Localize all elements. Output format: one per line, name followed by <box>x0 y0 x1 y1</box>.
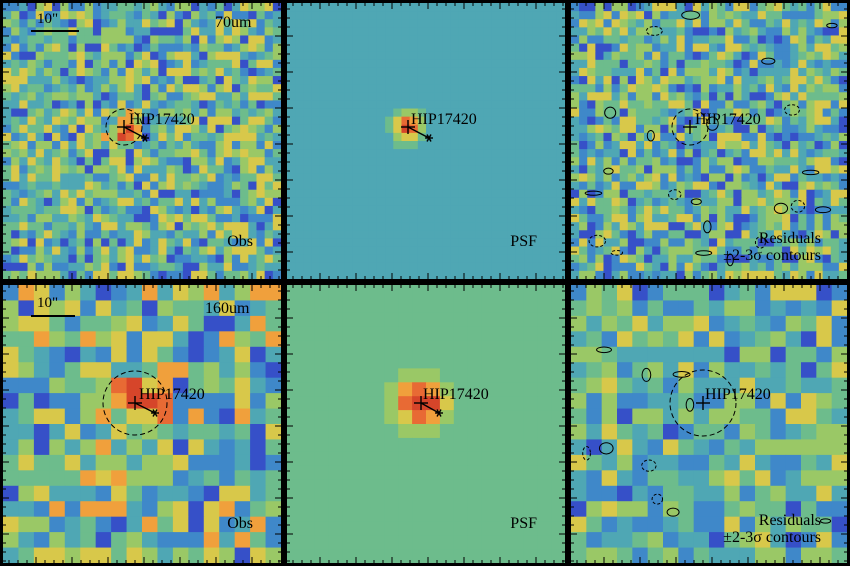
axis-ticks <box>287 285 565 563</box>
panel-70um-residuals: HIP17420 Residuals ±2-3σ contours <box>568 0 850 282</box>
pixel-grid <box>3 285 281 563</box>
map-70um-obs <box>3 3 281 279</box>
star-marker <box>141 134 149 142</box>
band-label: 70um <box>215 14 252 31</box>
caption-line: Obs <box>227 233 253 251</box>
plus-marker <box>414 396 428 410</box>
pixel-grid <box>3 3 281 279</box>
map-160um-obs <box>3 285 281 563</box>
target-label: HIP17420 <box>695 111 761 128</box>
target-label: HIP17420 <box>411 111 477 128</box>
band-label: 160um <box>205 300 250 317</box>
panel-caption: Residuals ±2-3σ contours <box>723 513 821 547</box>
target-label: HIP17420 <box>705 386 771 403</box>
offset-line <box>123 126 146 139</box>
target-label: HIP17420 <box>139 386 205 403</box>
axis-ticks <box>3 3 281 279</box>
caption-line: Residuals <box>758 512 821 530</box>
caption-line: Residuals <box>758 230 821 248</box>
aperture-circle <box>669 369 737 437</box>
scale-label: 10" <box>37 295 59 311</box>
caption-line: ±2-3σ contours <box>723 529 821 547</box>
panel-caption: PSF <box>510 515 537 533</box>
pixel-grid <box>287 3 565 279</box>
aperture-circle <box>102 370 168 436</box>
pixel-grid <box>571 285 847 563</box>
map-160um-residuals <box>571 285 847 563</box>
star-marker <box>435 409 443 417</box>
caption-line: PSF <box>510 233 537 251</box>
scale-bar <box>31 30 79 32</box>
map-70um-residuals <box>571 3 847 279</box>
plus-marker <box>696 396 710 410</box>
aperture-circle <box>105 108 143 146</box>
offset-line <box>420 402 440 414</box>
map-160um-psf <box>287 285 565 563</box>
pixel-grid <box>287 285 565 563</box>
residual-contours <box>582 346 832 524</box>
star-marker <box>151 409 159 417</box>
plus-marker <box>401 120 415 134</box>
panel-caption: Residuals ±2-3σ contours <box>723 231 821 265</box>
caption-line: ±2-3σ contours <box>723 247 821 265</box>
target-label: HIP17420 <box>129 111 195 128</box>
caption-line: PSF <box>510 515 537 533</box>
offset-line <box>134 402 156 414</box>
scale-bar <box>31 315 75 317</box>
axis-ticks <box>287 3 565 279</box>
plus-marker <box>117 120 131 134</box>
map-70um-psf <box>287 3 565 279</box>
offset-line <box>407 126 430 139</box>
axis-ticks <box>571 285 847 563</box>
plus-marker <box>683 120 697 134</box>
panel-160um-obs: 10" 160um HIP17420 Obs <box>0 282 284 566</box>
axis-ticks <box>3 285 281 563</box>
aperture-circle <box>671 108 709 146</box>
star-marker <box>425 134 433 142</box>
residual-contours <box>584 10 838 267</box>
plus-marker <box>128 396 142 410</box>
panel-160um-psf: HIP17420 PSF <box>284 282 568 566</box>
pixel-grid <box>571 3 847 279</box>
caption-line: Obs <box>227 515 253 533</box>
target-label: HIP17420 <box>423 386 489 403</box>
scale-label: 10" <box>37 11 59 27</box>
panel-caption: Obs <box>227 515 253 533</box>
panel-caption: Obs <box>227 233 253 251</box>
panel-70um-obs: 10" 70um HIP17420 Obs <box>0 0 284 282</box>
panel-caption: PSF <box>510 233 537 251</box>
panel-70um-psf: HIP17420 PSF <box>284 0 568 282</box>
axis-ticks <box>571 3 847 279</box>
panel-160um-residuals: HIP17420 Residuals ±2-3σ contours <box>568 282 850 566</box>
